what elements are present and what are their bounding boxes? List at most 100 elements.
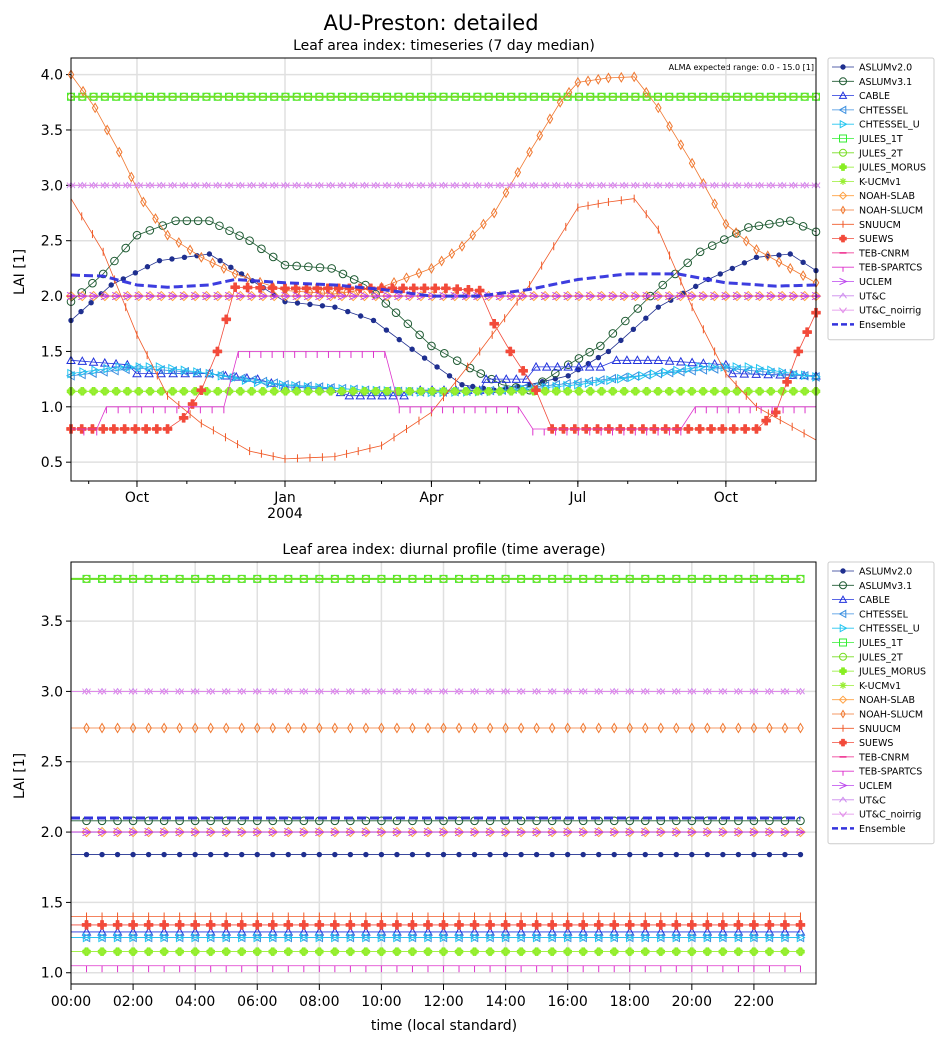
marker-k-ucmv1 — [643, 387, 651, 395]
marker-k-ucmv1 — [146, 387, 154, 395]
diurnal-marker-suews — [392, 920, 401, 929]
marker-aslumv2-0 — [656, 305, 660, 309]
marker-k-ucmv1 — [78, 387, 86, 395]
marker-k-ucmv1 — [248, 387, 256, 395]
diurnal-marker-aslumv2-0 — [736, 852, 740, 856]
diurnal-marker-aslumv2-0 — [612, 852, 616, 856]
marker-aslumv2-0 — [109, 283, 113, 287]
marker-suews — [256, 283, 265, 292]
diurnal-marker-k-ucmv1 — [595, 948, 603, 956]
diurnal-legend-marker-aslumv2-0 — [841, 569, 845, 573]
marker-k-ucmv1 — [620, 387, 628, 395]
diurnal-marker-k-ucmv1 — [719, 948, 727, 956]
timeseries-ylabel: LAI [1] — [12, 249, 28, 295]
diurnal-marker-suews — [625, 920, 634, 929]
marker-suews — [163, 424, 172, 433]
timeseries-ytick-label: 2.5 — [41, 234, 63, 250]
timeseries-ytick-label: 3.0 — [41, 178, 63, 194]
diurnal-marker-suews — [144, 920, 153, 929]
marker-k-ucmv1 — [575, 387, 583, 395]
diurnal-marker-k-ucmv1 — [796, 948, 804, 956]
timeseries-xtick-label: Jul — [568, 490, 586, 506]
marker-aslumv2-0 — [358, 314, 362, 318]
diurnal-marker-aslumv2-0 — [379, 852, 383, 856]
diurnal-xtick-label: 08:00 — [299, 994, 339, 1010]
timeseries-legend-marker-k-ucmv1 — [840, 178, 847, 185]
marker-aslumv2-0 — [333, 305, 337, 309]
diurnal-marker-k-ucmv1 — [626, 948, 634, 956]
diurnal-marker-k-ucmv1 — [346, 948, 354, 956]
diurnal-marker-aslumv2-0 — [426, 852, 430, 856]
marker-k-ucmv1 — [135, 387, 143, 395]
marker-suews — [142, 424, 151, 433]
marker-aslumv2-0 — [801, 260, 805, 264]
timeseries-ytick-label: 0.5 — [41, 455, 63, 471]
diurnal-ytick-label: 2.0 — [41, 825, 63, 841]
diurnal-marker-k-ucmv1 — [564, 948, 572, 956]
diurnal-marker-k-ucmv1 — [315, 948, 323, 956]
diurnal-xtick-label: 06:00 — [237, 994, 277, 1010]
timeseries-xtick-label: Apr — [419, 490, 443, 506]
marker-k-ucmv1 — [609, 387, 617, 395]
marker-aslumv2-0 — [471, 384, 475, 388]
diurnal-marker-k-ucmv1 — [253, 948, 261, 956]
diurnal-marker-k-ucmv1 — [114, 948, 122, 956]
marker-aslumv2-0 — [754, 255, 758, 259]
diurnal-marker-k-ucmv1 — [703, 948, 711, 956]
diurnal-marker-suews — [268, 920, 277, 929]
diurnal-legend-label-noah-slucm: NOAH-SLUCM — [859, 710, 923, 721]
marker-suews — [213, 347, 222, 356]
marker-suews — [268, 284, 277, 293]
timeseries-xtick-label: Oct — [714, 490, 739, 506]
diurnal-marker-suews — [129, 920, 138, 929]
marker-k-ucmv1 — [462, 387, 470, 395]
diurnal-marker-aslumv2-0 — [472, 852, 476, 856]
diurnal-marker-k-ucmv1 — [641, 948, 649, 956]
diurnal-marker-suews — [330, 920, 339, 929]
diurnal-marker-k-ucmv1 — [440, 948, 448, 956]
diurnal-marker-suews — [315, 920, 324, 929]
diurnal-legend-label-jules-1t: JULES_1T — [858, 638, 903, 649]
diurnal-marker-aslumv2-0 — [488, 852, 492, 856]
diurnal-marker-aslumv2-0 — [752, 852, 756, 856]
marker-aslumv2-0 — [79, 309, 83, 313]
marker-aslumv2-0 — [447, 374, 451, 378]
diurnal-marker-k-ucmv1 — [610, 948, 618, 956]
diurnal-marker-aslumv2-0 — [457, 852, 461, 856]
diurnal-marker-k-ucmv1 — [750, 948, 758, 956]
marker-aslumv2-0 — [730, 266, 734, 270]
diurnal-marker-aslumv2-0 — [84, 852, 88, 856]
diurnal-marker-k-ucmv1 — [781, 948, 789, 956]
diurnal-marker-k-ucmv1 — [455, 948, 463, 956]
diurnal-ytick-label: 2.5 — [41, 755, 63, 771]
marker-k-ucmv1 — [586, 387, 594, 395]
diurnal-marker-k-ucmv1 — [424, 948, 432, 956]
timeseries-legend-label-cable: CABLE — [859, 91, 890, 102]
diurnal-marker-aslumv2-0 — [410, 852, 414, 856]
diurnal-marker-k-ucmv1 — [517, 948, 525, 956]
timeseries-legend-label-jules-2t: JULES_2T — [858, 148, 903, 159]
marker-suews — [231, 283, 240, 292]
marker-k-ucmv1 — [564, 387, 572, 395]
marker-suews — [506, 347, 515, 356]
marker-k-ucmv1 — [485, 387, 493, 395]
diurnal-marker-k-ucmv1 — [300, 948, 308, 956]
diurnal-marker-aslumv2-0 — [240, 852, 244, 856]
diurnal-xtick-label: 00:00 — [51, 994, 91, 1010]
diurnal-marker-k-ucmv1 — [331, 948, 339, 956]
diurnal-marker-k-ucmv1 — [408, 948, 416, 956]
diurnal-marker-k-ucmv1 — [160, 948, 168, 956]
marker-k-ucmv1 — [756, 387, 764, 395]
timeseries-title: Leaf area index: timeseries (7 day media… — [293, 38, 595, 54]
diurnal-marker-k-ucmv1 — [377, 948, 385, 956]
diurnal-legend-label-ut-c: UT&C — [859, 795, 886, 806]
diurnal-marker-k-ucmv1 — [734, 948, 742, 956]
marker-aslumv2-0 — [460, 382, 464, 386]
diurnal-marker-suews — [222, 920, 231, 929]
diurnal-marker-aslumv2-0 — [441, 852, 445, 856]
diurnal-legend-label-teb-spartcs: TEB-SPARTCS — [858, 767, 922, 778]
marker-suews — [131, 424, 140, 433]
diurnal-legend-label-jules-2t: JULES_2T — [858, 652, 903, 663]
marker-aslumv2-0 — [435, 365, 439, 369]
diurnal-marker-aslumv2-0 — [550, 852, 554, 856]
